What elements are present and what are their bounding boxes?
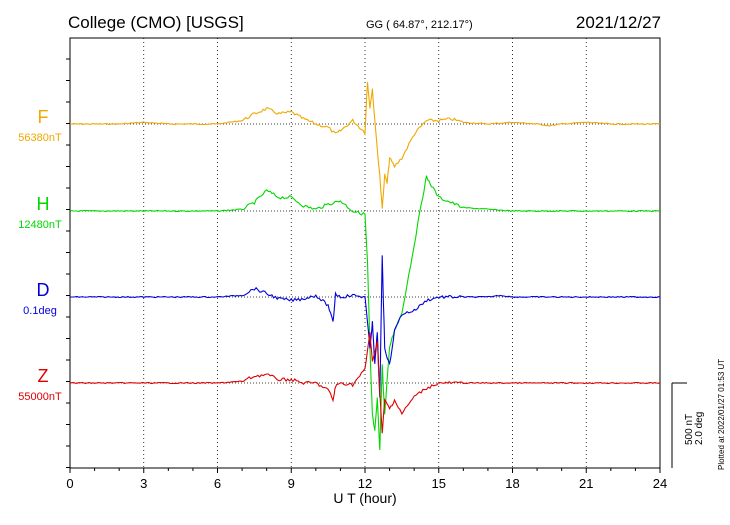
series-line-D: [69, 255, 661, 398]
series-name-Z: Z: [38, 366, 49, 386]
x-axis-label: U T (hour): [333, 490, 396, 506]
x-tick-label: 18: [505, 476, 519, 491]
scale-bar: 500 nT 2.0 deg: [671, 382, 705, 468]
series-labels: F 56380nT H 12480nT D 0.1deg Z 55000nT: [18, 107, 62, 403]
x-tick-label: 15: [432, 476, 446, 491]
plotted-at-note: Plotted at 2022/01/27 01:53 UT: [717, 359, 726, 470]
series-line-Z: [69, 332, 661, 434]
x-tick-label: 21: [579, 476, 593, 491]
series-name-F: F: [38, 107, 49, 127]
x-tick-label: 9: [288, 476, 295, 491]
x-tick-label: 6: [214, 476, 221, 491]
series-line-F: [69, 82, 661, 209]
x-tick-label: 24: [653, 476, 667, 491]
x-tick-label: 12: [358, 476, 372, 491]
x-tick-label: 0: [66, 476, 73, 491]
x-axis-ticks: 0 3 6 9 12 15 18 21 24: [66, 58, 667, 491]
scale-bar-nt: 500 nT: [684, 414, 695, 445]
series-baseline-value-H: 12480nT: [18, 219, 62, 231]
station-title: College (CMO) [USGS]: [68, 13, 244, 32]
series-group: [69, 82, 661, 451]
station-coords: GG ( 64.87°, 212.17°): [366, 19, 473, 31]
scale-bar-deg: 2.0 deg: [694, 412, 705, 445]
series-baseline-value-F: 56380nT: [18, 132, 62, 144]
x-tick-label: 3: [140, 476, 147, 491]
series-baseline-value-D: 0.1deg: [23, 305, 57, 317]
series-name-H: H: [37, 194, 50, 214]
grid-lines: [143, 38, 587, 468]
series-line-H: [69, 175, 661, 451]
plot-date: 2021/12/27: [576, 13, 661, 32]
series-name-D: D: [37, 280, 50, 300]
series-baseline-value-Z: 55000nT: [18, 391, 62, 403]
